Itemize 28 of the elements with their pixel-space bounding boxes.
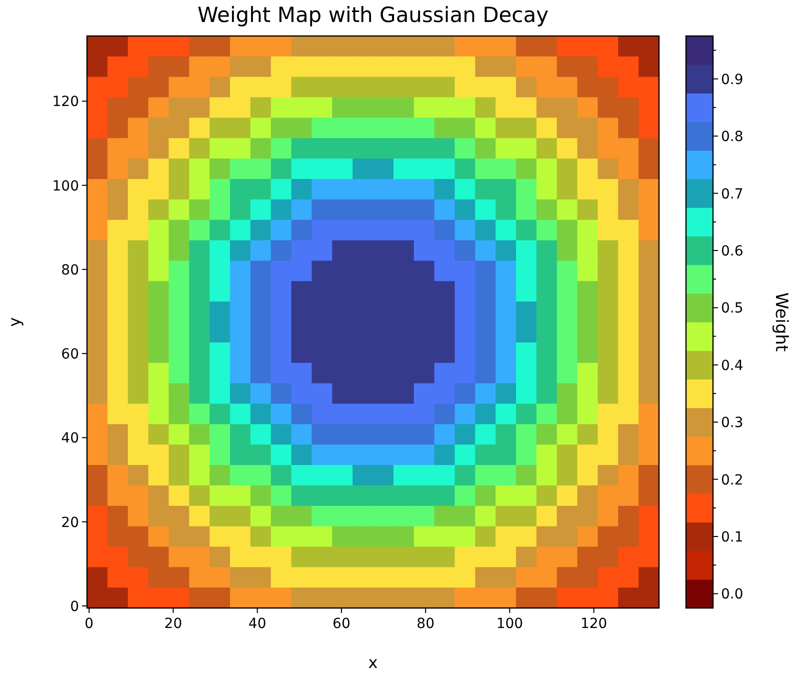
y-axis-title: y — [5, 317, 24, 327]
chart-title: Weight Map with Gaussian Decay — [197, 3, 549, 27]
color-bar-label: 0.4 — [721, 358, 744, 374]
color-bar-label: 0.1 — [721, 530, 744, 546]
color-bar-label: 0.8 — [721, 129, 744, 146]
color-bar-title: Weight — [771, 292, 791, 352]
color-bar-label: 0.3 — [721, 415, 744, 432]
color-bar-label: 0.9 — [721, 72, 744, 88]
x-axis-title: x — [368, 653, 378, 672]
x-tick-label: 120 — [580, 616, 608, 632]
y-tick-label: 60 — [61, 346, 79, 363]
y-tick-label: 20 — [61, 514, 79, 531]
x-tick-label: 20 — [164, 616, 182, 632]
y-tick-label: 80 — [61, 262, 79, 278]
color-bar-label: 0.5 — [721, 300, 744, 317]
color-bar-label: 0.0 — [721, 586, 744, 603]
color-bar-label: 0.6 — [721, 244, 744, 260]
y-tick-label: 40 — [61, 430, 79, 447]
y-tick-label: 0 — [70, 598, 79, 615]
x-tick-label: 40 — [248, 616, 266, 632]
y-tick-label: 120 — [52, 94, 79, 110]
color-bar-label: 0.7 — [721, 186, 744, 202]
color-bar-label: 0.2 — [721, 472, 744, 488]
x-tick-label: 80 — [416, 616, 434, 632]
x-tick-label: 60 — [332, 616, 350, 632]
x-tick-label: 0 — [84, 616, 94, 632]
x-tick-label: 100 — [496, 616, 524, 632]
y-tick-label: 100 — [52, 178, 79, 194]
